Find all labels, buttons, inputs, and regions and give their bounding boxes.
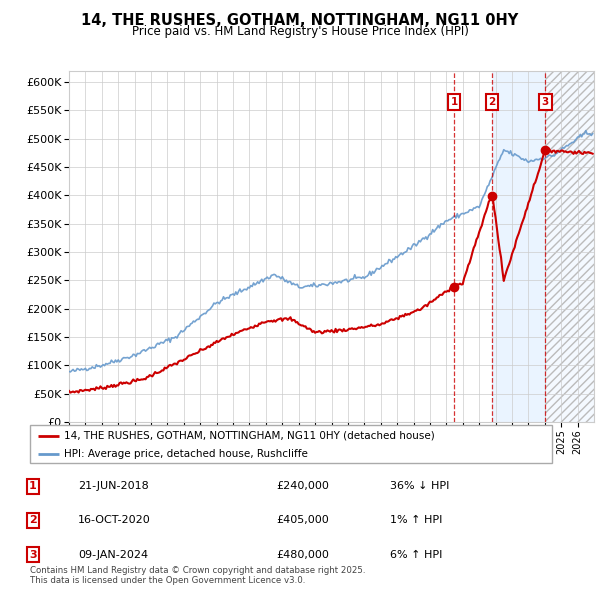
Bar	[545, 71, 594, 422]
Bar	[492, 71, 545, 422]
Text: 1% ↑ HPI: 1% ↑ HPI	[390, 516, 442, 525]
Text: 14, THE RUSHES, GOTHAM, NOTTINGHAM, NG11 0HY: 14, THE RUSHES, GOTHAM, NOTTINGHAM, NG11…	[82, 13, 518, 28]
Text: £480,000: £480,000	[276, 550, 329, 559]
Text: 09-JAN-2024: 09-JAN-2024	[78, 550, 148, 559]
Text: 2: 2	[488, 97, 496, 107]
Text: 6% ↑ HPI: 6% ↑ HPI	[390, 550, 442, 559]
Bar	[545, 71, 594, 422]
Text: Price paid vs. HM Land Registry's House Price Index (HPI): Price paid vs. HM Land Registry's House …	[131, 25, 469, 38]
Text: 14, THE RUSHES, GOTHAM, NOTTINGHAM, NG11 0HY (detached house): 14, THE RUSHES, GOTHAM, NOTTINGHAM, NG11…	[64, 431, 434, 441]
Text: £405,000: £405,000	[276, 516, 329, 525]
Text: 21-JUN-2018: 21-JUN-2018	[78, 481, 149, 491]
Text: 1: 1	[451, 97, 458, 107]
Text: 36% ↓ HPI: 36% ↓ HPI	[390, 481, 449, 491]
Text: 2: 2	[29, 516, 37, 525]
Text: 1: 1	[29, 481, 37, 491]
Text: HPI: Average price, detached house, Rushcliffe: HPI: Average price, detached house, Rush…	[64, 448, 308, 458]
Text: £240,000: £240,000	[276, 481, 329, 491]
Text: 16-OCT-2020: 16-OCT-2020	[78, 516, 151, 525]
Text: Contains HM Land Registry data © Crown copyright and database right 2025.
This d: Contains HM Land Registry data © Crown c…	[30, 566, 365, 585]
Text: 3: 3	[542, 97, 549, 107]
Text: 3: 3	[29, 550, 37, 559]
